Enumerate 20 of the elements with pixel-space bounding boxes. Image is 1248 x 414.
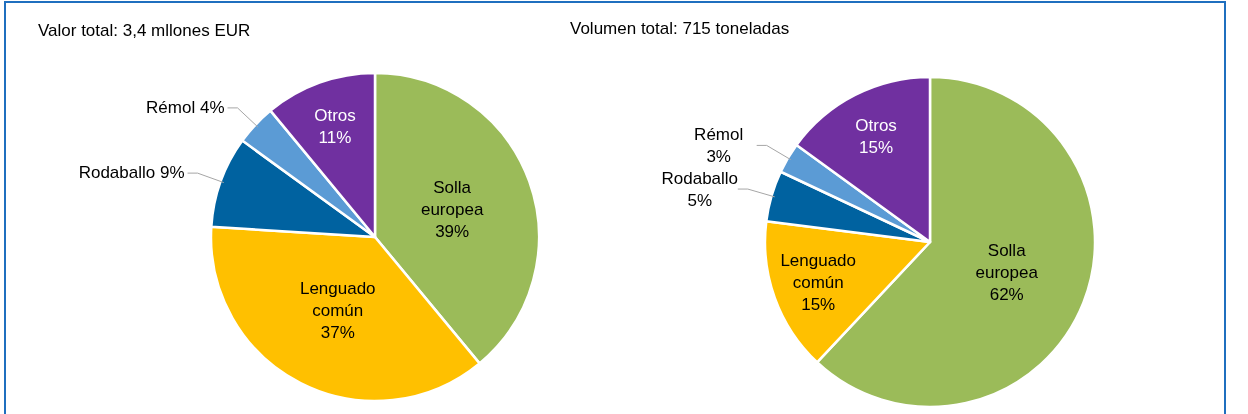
data-label: 39% bbox=[435, 222, 470, 242]
slice-label: Rémol 4% bbox=[146, 97, 225, 117]
data-label: 3% bbox=[706, 147, 731, 167]
data-label: 5% bbox=[687, 191, 713, 211]
data-label: 11% bbox=[318, 127, 352, 147]
data-label: 15% bbox=[801, 295, 836, 315]
slice-label: Solla europea bbox=[975, 241, 1039, 283]
slice-label: Solla europea bbox=[420, 178, 484, 220]
slice-label: Lenguado común bbox=[299, 279, 376, 321]
slice-label: Rodaballo bbox=[661, 169, 739, 189]
data-label: 37% bbox=[320, 323, 355, 343]
slice-label: Otros bbox=[855, 116, 897, 136]
data-label: 62% bbox=[989, 285, 1024, 305]
slice-label: Otros bbox=[314, 105, 356, 125]
slice-label: Rodaballo 9% bbox=[78, 163, 185, 183]
chart-title: Valor total: 3,4 mllones EUR bbox=[38, 21, 251, 40]
chart-title: Volumen total: 715 toneladas bbox=[570, 19, 790, 38]
slice-label: Rémol bbox=[694, 125, 744, 145]
data-label: 15% bbox=[859, 138, 894, 158]
slice-label: Lenguado común bbox=[780, 251, 857, 293]
